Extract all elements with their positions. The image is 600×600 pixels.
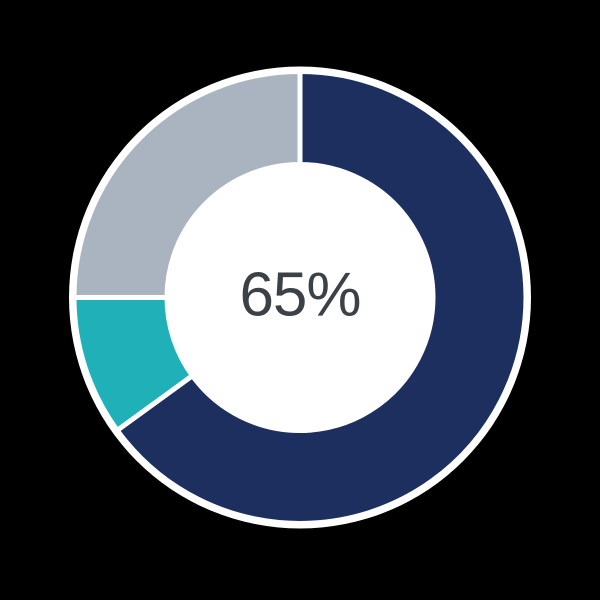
donut-hole [166,163,434,432]
donut-center-label: 65% [239,260,361,330]
